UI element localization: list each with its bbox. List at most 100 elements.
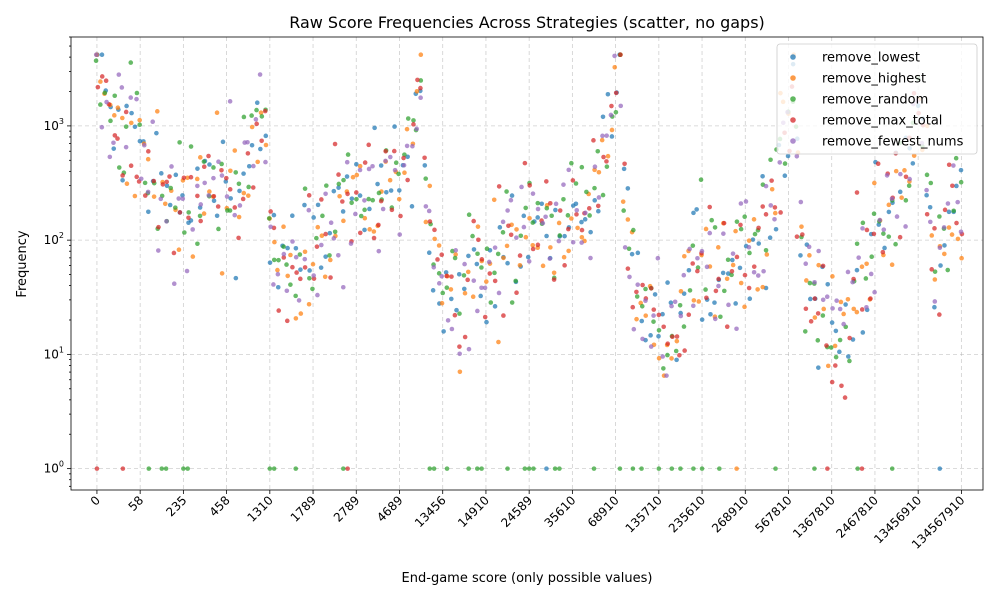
data-point — [164, 183, 170, 189]
data-point — [99, 74, 105, 79]
data-point — [195, 166, 200, 171]
data-point — [233, 170, 239, 175]
data-point — [441, 329, 446, 334]
data-point — [232, 205, 238, 210]
data-point — [426, 250, 432, 256]
data-point — [592, 164, 598, 170]
data-point — [880, 249, 886, 255]
data-point — [669, 356, 674, 361]
data-point — [241, 190, 247, 196]
data-point — [634, 294, 640, 299]
data-point — [357, 167, 363, 173]
data-point — [331, 236, 337, 241]
data-point — [830, 306, 835, 311]
data-point — [699, 317, 705, 322]
x-tick-label: 24589 — [498, 493, 535, 530]
data-point — [505, 466, 510, 471]
data-point — [681, 291, 687, 296]
data-point — [253, 117, 259, 122]
data-point — [882, 245, 887, 251]
data-point — [227, 208, 233, 213]
data-point — [509, 300, 515, 305]
data-point — [345, 466, 350, 471]
data-point — [323, 254, 328, 259]
data-point — [164, 219, 169, 224]
data-point — [465, 277, 470, 283]
data-point — [237, 188, 242, 194]
data-point — [444, 466, 450, 471]
data-point — [815, 338, 821, 343]
data-point — [249, 113, 254, 118]
data-point — [357, 230, 363, 236]
data-point — [254, 107, 259, 113]
data-point — [767, 235, 773, 241]
data-point — [102, 90, 108, 96]
data-point — [404, 143, 410, 149]
data-point — [474, 466, 480, 471]
data-point — [462, 334, 468, 340]
data-point — [454, 307, 459, 313]
data-point — [245, 193, 251, 198]
data-point — [812, 315, 818, 320]
data-point — [276, 257, 281, 263]
data-point — [875, 161, 881, 167]
data-point — [123, 144, 129, 150]
data-point — [466, 466, 471, 471]
data-point — [802, 329, 808, 334]
data-point — [690, 261, 696, 266]
data-point — [471, 218, 476, 224]
data-point — [846, 354, 851, 359]
data-point — [738, 226, 744, 232]
data-point — [742, 214, 747, 220]
data-point — [259, 114, 265, 119]
data-point — [687, 246, 692, 252]
data-point — [543, 214, 548, 220]
data-point — [859, 307, 865, 312]
data-point — [856, 255, 861, 260]
data-point — [618, 103, 624, 109]
data-point — [245, 139, 250, 145]
data-point — [635, 282, 641, 287]
data-point — [525, 254, 531, 260]
data-point — [501, 255, 506, 261]
data-point — [715, 245, 721, 250]
data-point — [833, 354, 839, 360]
data-point — [349, 196, 355, 201]
data-point — [824, 294, 830, 300]
data-point — [760, 284, 766, 290]
data-point — [678, 313, 684, 319]
data-point — [195, 241, 200, 247]
data-point — [549, 213, 554, 219]
data-point — [298, 311, 304, 316]
data-point — [954, 220, 959, 226]
data-point — [375, 181, 380, 187]
data-point — [275, 267, 280, 273]
data-point — [298, 276, 303, 282]
data-point — [188, 174, 194, 180]
data-point — [860, 330, 866, 335]
data-point — [232, 148, 238, 153]
data-point — [123, 124, 129, 129]
data-point — [703, 226, 709, 232]
data-point — [151, 178, 157, 184]
data-point — [859, 466, 865, 471]
y-tick-label: 103 — [44, 117, 64, 133]
data-point — [263, 142, 269, 148]
legend-label: remove_fewest_nums — [822, 135, 964, 150]
data-point — [595, 148, 601, 154]
data-point — [750, 237, 756, 242]
data-point — [439, 252, 445, 258]
data-point — [353, 211, 358, 217]
data-point — [778, 210, 783, 215]
data-point — [850, 279, 855, 285]
data-point — [556, 220, 562, 226]
data-point — [521, 213, 527, 219]
data-point — [621, 166, 627, 172]
data-point — [500, 219, 506, 225]
data-point — [124, 103, 129, 109]
data-point — [195, 183, 200, 189]
x-tick-label: 1789 — [288, 493, 319, 524]
data-point — [367, 206, 372, 212]
data-point — [782, 161, 788, 166]
data-point — [517, 253, 523, 258]
